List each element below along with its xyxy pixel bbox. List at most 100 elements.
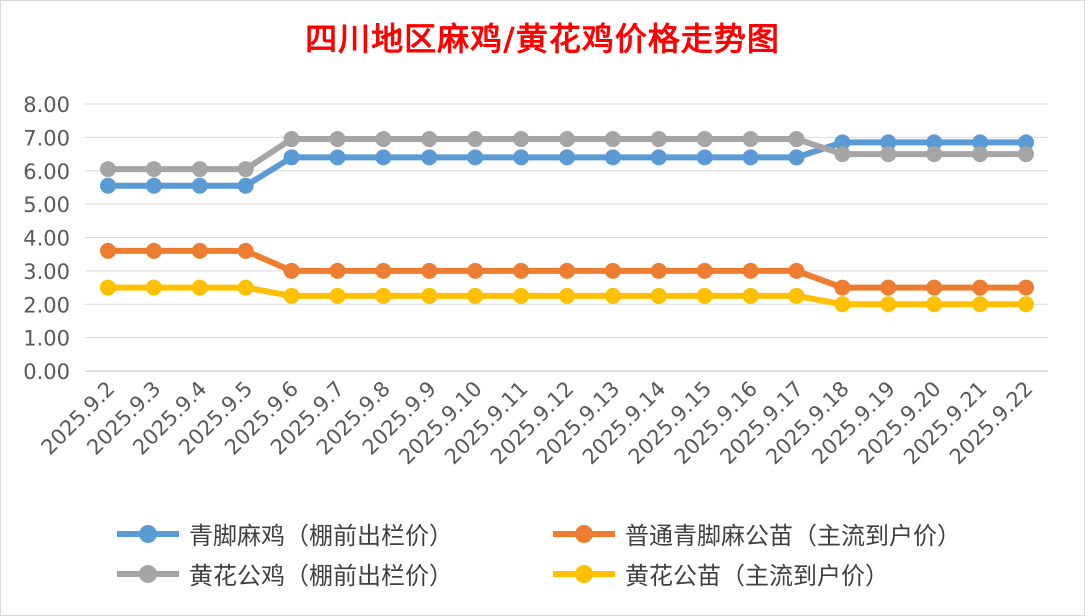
data-point xyxy=(604,287,621,304)
data-point xyxy=(788,287,805,304)
chart-title: 四川地区麻鸡/黄花鸡价格走势图 xyxy=(305,20,780,58)
data-point xyxy=(880,134,897,151)
data-point xyxy=(237,177,254,194)
data-point xyxy=(421,262,438,279)
data-point xyxy=(788,131,805,148)
data-point xyxy=(926,134,943,151)
data-point xyxy=(375,262,392,279)
data-point xyxy=(696,149,713,166)
data-point xyxy=(1018,296,1034,313)
data-point xyxy=(926,279,943,296)
data-point xyxy=(559,149,575,166)
data-point xyxy=(880,296,897,313)
data-point xyxy=(145,279,162,296)
data-point xyxy=(467,131,484,148)
data-point xyxy=(742,131,759,148)
data-point xyxy=(145,161,162,178)
data-point xyxy=(145,242,162,259)
data-point xyxy=(513,287,530,304)
data-point xyxy=(926,146,943,163)
data-point xyxy=(650,131,667,148)
data-point xyxy=(559,287,575,304)
data-point xyxy=(283,262,300,279)
data-point xyxy=(834,296,851,313)
data-point xyxy=(375,131,392,148)
data-point xyxy=(742,149,759,166)
data-point xyxy=(880,279,897,296)
data-point xyxy=(696,262,713,279)
data-point xyxy=(237,161,254,178)
data-point xyxy=(972,134,989,151)
data-point xyxy=(237,279,254,296)
data-point xyxy=(1018,146,1034,163)
data-point xyxy=(421,287,438,304)
data-point xyxy=(604,131,621,148)
data-point xyxy=(604,262,621,279)
data-point xyxy=(926,296,943,313)
data-point xyxy=(100,161,116,178)
series-group xyxy=(100,131,1034,313)
data-point xyxy=(972,279,989,296)
data-point xyxy=(145,177,162,194)
data-point xyxy=(237,242,254,259)
data-point xyxy=(559,131,575,148)
data-point xyxy=(329,287,346,304)
data-point xyxy=(329,262,346,279)
data-point xyxy=(100,242,116,259)
data-point xyxy=(1018,279,1034,296)
data-point xyxy=(329,149,346,166)
x-axis-ticks: 2025.9.22025.9.32025.9.42025.9.52025.9.6… xyxy=(36,377,1037,470)
data-point xyxy=(100,279,116,296)
data-point xyxy=(191,177,208,194)
data-point xyxy=(283,131,300,148)
data-point xyxy=(467,287,484,304)
data-point xyxy=(467,262,484,279)
series-2 xyxy=(100,131,1034,178)
y-tick-label: 0.00 xyxy=(23,360,70,384)
data-point xyxy=(421,131,438,148)
data-point xyxy=(834,134,851,151)
y-tick-label: 1.00 xyxy=(23,327,70,351)
data-point xyxy=(1018,134,1034,151)
data-point xyxy=(788,149,805,166)
data-point xyxy=(559,262,575,279)
data-point xyxy=(834,279,851,296)
series-3 xyxy=(100,279,1034,313)
data-point xyxy=(834,146,851,163)
data-point xyxy=(329,131,346,148)
data-point xyxy=(788,262,805,279)
y-tick-label: 3.00 xyxy=(23,260,70,284)
data-point xyxy=(650,287,667,304)
data-point xyxy=(421,149,438,166)
series-1 xyxy=(100,242,1034,296)
y-tick-label: 8.00 xyxy=(23,93,70,117)
data-point xyxy=(650,149,667,166)
data-point xyxy=(513,149,530,166)
data-point xyxy=(100,177,116,194)
data-point xyxy=(513,131,530,148)
y-tick-label: 7.00 xyxy=(23,126,70,150)
data-point xyxy=(742,287,759,304)
data-point xyxy=(467,149,484,166)
data-point xyxy=(283,287,300,304)
data-point xyxy=(696,131,713,148)
data-point xyxy=(742,262,759,279)
data-point xyxy=(696,287,713,304)
data-point xyxy=(650,262,667,279)
series-0 xyxy=(100,134,1034,194)
data-point xyxy=(283,149,300,166)
data-point xyxy=(972,296,989,313)
data-point xyxy=(880,146,897,163)
data-point xyxy=(191,279,208,296)
data-point xyxy=(191,242,208,259)
y-tick-label: 4.00 xyxy=(23,227,70,251)
data-point xyxy=(375,287,392,304)
y-tick-label: 6.00 xyxy=(23,160,70,184)
data-point xyxy=(604,149,621,166)
data-point xyxy=(513,262,530,279)
y-axis-ticks: 0.00 1.00 2.00 3.00 4.00 5.00 6.00 7.00 8.00 xyxy=(23,93,70,384)
y-tick-label: 2.00 xyxy=(23,293,70,317)
data-point xyxy=(191,161,208,178)
